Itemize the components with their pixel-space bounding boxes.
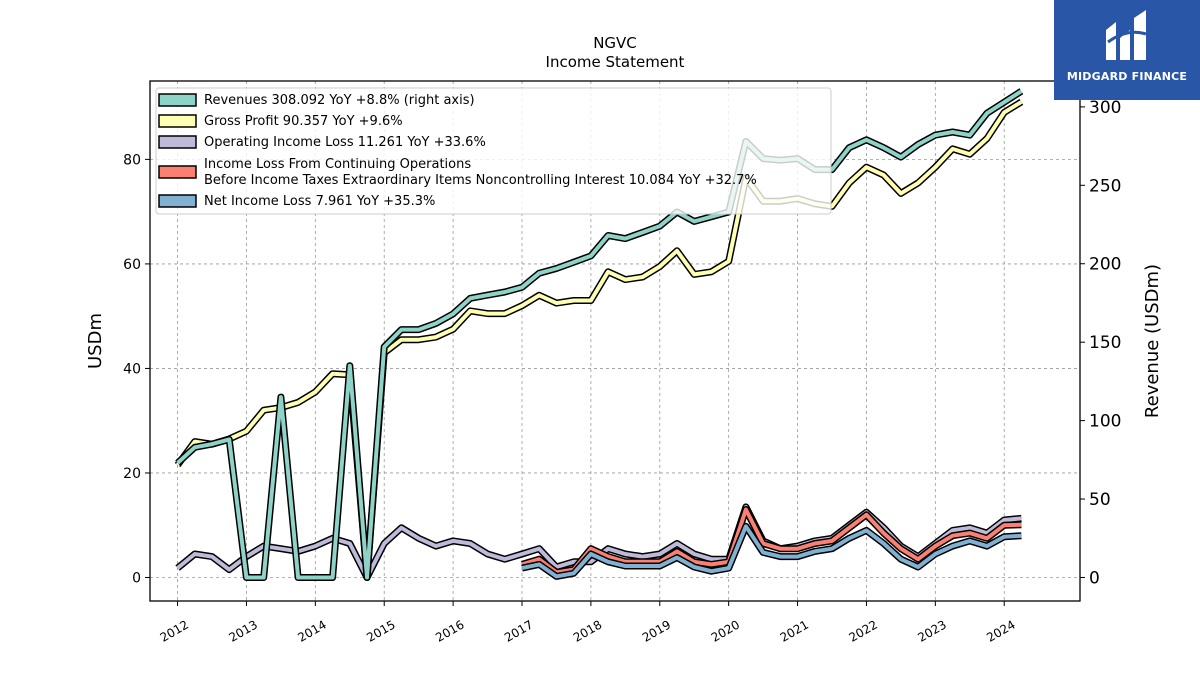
y-tick-label-right: 300 [1089, 98, 1121, 118]
y-tick-label-right: 250 [1089, 176, 1121, 196]
y-tick-label-right: 150 [1089, 333, 1121, 353]
legend-label: Net Income Loss 7.961 YoY +35.3% [204, 194, 435, 209]
left-axis: 0 20 40 60 80 [123, 152, 150, 586]
legend-label: Gross Profit 90.357 YoY +9.6% [204, 114, 403, 129]
midgard-logo-icon [1106, 10, 1147, 60]
x-tick-label: 2014 [295, 617, 328, 644]
y-tick-label-left: 0 [132, 570, 141, 586]
plot-frame [149, 80, 1081, 602]
y-tick-label-right: 50 [1089, 490, 1111, 510]
chart-title: NGVC [593, 34, 637, 52]
series-line [521, 507, 1022, 575]
x-tick-label: 2019 [640, 617, 673, 644]
y-tick-label-left: 60 [123, 257, 141, 273]
legend-label: Income Loss From Continuing Operations [204, 157, 471, 172]
y-tick-label-right: 100 [1089, 412, 1121, 432]
legend-swatch [158, 114, 197, 128]
x-tick-label: 2015 [364, 617, 397, 644]
legend-label: Before Income Taxes Extraordinary Items … [204, 173, 757, 188]
y-tick-label-right: 0 [1089, 568, 1100, 588]
x-tick-label: 2022 [846, 617, 879, 644]
logo-text: MIDGARD FINANCE [1066, 70, 1188, 83]
y-tick-label-right: 200 [1089, 255, 1121, 275]
legend: Revenues 308.092 YoY +8.8% (right axis) G… [155, 87, 832, 215]
right-axis: 0 50 100 150 200 250 300 [1080, 98, 1121, 588]
legend-label: Revenues 308.092 YoY +8.8% (right axis) [204, 93, 475, 108]
x-tick-label: 2021 [778, 617, 811, 644]
legend-swatch [158, 93, 197, 107]
series-layer [174, 88, 1024, 581]
legend-swatch [158, 165, 197, 179]
y-axis-label-left: USDm [85, 313, 106, 369]
x-tick-label: 2016 [433, 617, 466, 644]
brand-logo: MIDGARD FINANCE [1054, 0, 1200, 100]
legend-swatch [158, 135, 197, 149]
y-tick-label-left: 80 [123, 152, 141, 168]
series-line [521, 524, 1022, 579]
x-tick-label: 2013 [226, 617, 259, 644]
y-tick-label-left: 40 [123, 361, 141, 377]
x-tick-label: 2023 [915, 617, 948, 644]
x-tick-label: 2017 [502, 617, 535, 644]
chart-subtitle: Income Statement [546, 53, 685, 71]
legend-label: Operating Income Loss 11.261 YoY +33.6% [204, 135, 486, 150]
x-tick-label: 2020 [709, 617, 742, 644]
series-line [175, 100, 1023, 580]
y-axis-label-right: Revenue (USDm) [1142, 264, 1163, 418]
x-tick-label: 2012 [158, 617, 191, 644]
y-tick-label-left: 20 [123, 466, 141, 482]
x-tick-label: 2018 [571, 617, 604, 644]
legend-box [155, 87, 832, 215]
x-tick-label: 2024 [984, 617, 1017, 644]
series-line [176, 89, 1023, 580]
x-axis: 2012 2013 2014 2015 2016 2017 2018 2019 2020 2021… [158, 601, 1018, 645]
legend-swatch [158, 194, 197, 208]
